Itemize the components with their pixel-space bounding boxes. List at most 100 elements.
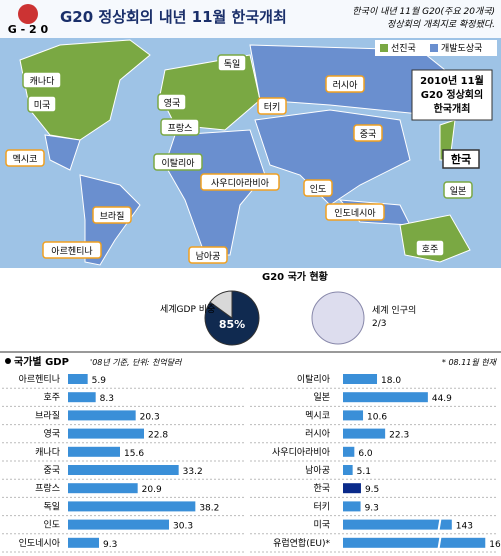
chart-note: * 08.11월 현재 <box>442 358 498 367</box>
subtitle: 한국이 내년 11월 G20(주요 20개국) <box>352 6 495 17</box>
legend-swatch <box>430 44 438 52</box>
bar <box>68 392 96 403</box>
korea-label: 한국 <box>451 152 471 166</box>
country-label: 브라질 <box>100 210 125 222</box>
category-label: 캐나다 <box>35 447 61 458</box>
legend-swatch <box>380 44 388 52</box>
country-label: 아르헨티나 <box>51 245 92 257</box>
chart-title: 국가별 GDP <box>14 355 69 368</box>
value-label: 44.9 <box>432 394 452 404</box>
population-label: 2/3 <box>372 319 386 329</box>
chart-subtitle: '08년 기준, 단위: 천억달러 <box>90 358 182 367</box>
category-label: 남아공 <box>305 465 330 476</box>
category-label: 사우디아라비아 <box>272 447 331 458</box>
bar <box>343 519 452 530</box>
category-label: 한국 <box>313 483 330 494</box>
country-label: 터키 <box>264 102 281 113</box>
country-box <box>22 71 62 89</box>
country-box <box>325 203 385 221</box>
country-box <box>325 75 365 93</box>
bar <box>68 374 88 384</box>
country-box <box>443 181 473 199</box>
bar <box>343 501 361 512</box>
pie-slice <box>209 290 233 319</box>
country-label: 캐나다 <box>30 76 56 87</box>
value-label: 22.8 <box>148 431 168 441</box>
subtitle: 정상회의 개최지로 확정됐다. <box>387 19 495 30</box>
population-label: 세계 인구의 <box>372 304 416 316</box>
country-label: 사우디아라비아 <box>211 178 270 189</box>
country-box <box>257 97 287 115</box>
value-label: 18.0 <box>381 376 401 386</box>
value-label: 9.5 <box>365 485 379 495</box>
country-label: 중국 <box>360 129 377 140</box>
category-label: 유럽연합(EU)* <box>273 538 330 549</box>
category-label: 멕시코 <box>305 410 330 421</box>
value-label: 20.9 <box>142 485 162 495</box>
bar <box>343 410 364 421</box>
category-label: 터키 <box>313 501 330 512</box>
country-box <box>157 93 187 111</box>
bullet <box>5 358 11 364</box>
category-label: 영국 <box>43 429 60 440</box>
bar <box>343 537 486 548</box>
category-label: 일본 <box>313 392 330 403</box>
country-box <box>92 206 132 224</box>
category-label: 프랑스 <box>35 482 60 494</box>
country-label: 미국 <box>34 100 51 111</box>
country-label: 영국 <box>164 98 181 109</box>
value-label: 15.6 <box>124 449 144 459</box>
country-label: 호주 <box>422 244 439 255</box>
pie-value-label: 85% <box>219 318 245 331</box>
value-label: 143 <box>456 522 473 532</box>
bar <box>68 501 196 512</box>
value-label: 20.3 <box>140 412 160 422</box>
population-icon <box>311 291 365 345</box>
bar <box>68 410 136 421</box>
value-label: 30.3 <box>173 522 193 532</box>
bar <box>343 446 355 457</box>
category-label: 인도 <box>43 520 60 531</box>
pie-category: 세계GDP 비중 <box>160 303 215 315</box>
callout: G20 정상회의 <box>421 88 483 101</box>
north-america <box>19 39 151 141</box>
callout-box <box>411 69 493 121</box>
category-label: 중국 <box>43 465 60 476</box>
korea-box <box>442 149 480 169</box>
country-box <box>188 246 228 264</box>
bar <box>68 519 169 530</box>
country-label: 남아공 <box>196 251 221 262</box>
category-label: 아르헨티나 <box>19 373 60 385</box>
mexico <box>44 134 81 171</box>
country-box <box>200 173 280 191</box>
country-label: 멕시코 <box>13 154 38 165</box>
bar <box>68 483 138 494</box>
bar <box>343 374 378 384</box>
category-label: 미국 <box>313 520 330 531</box>
value-label: 169 <box>489 540 501 550</box>
country-label: 일본 <box>450 186 467 197</box>
logo: G - 2 0 <box>8 23 49 36</box>
header-bg <box>0 0 501 38</box>
bar <box>68 446 120 457</box>
bar <box>68 428 144 439</box>
category-label: 이탈리아 <box>297 374 331 385</box>
country-box <box>27 95 57 113</box>
status-title: G20 국가 현황 <box>262 270 329 283</box>
country-box <box>353 124 383 142</box>
bar <box>343 465 353 475</box>
country-box <box>42 241 102 259</box>
value-label: 33.2 <box>183 467 203 477</box>
country-box <box>217 54 247 72</box>
country-label: 프랑스 <box>168 122 193 134</box>
bar <box>343 392 428 403</box>
bar <box>343 428 386 439</box>
value-label: 6.0 <box>358 449 373 459</box>
bar <box>343 483 361 494</box>
category-label: 인도네시아 <box>19 538 61 549</box>
country-box <box>153 153 203 171</box>
country-box <box>303 179 333 197</box>
legend-label: 선진국 <box>391 43 416 54</box>
